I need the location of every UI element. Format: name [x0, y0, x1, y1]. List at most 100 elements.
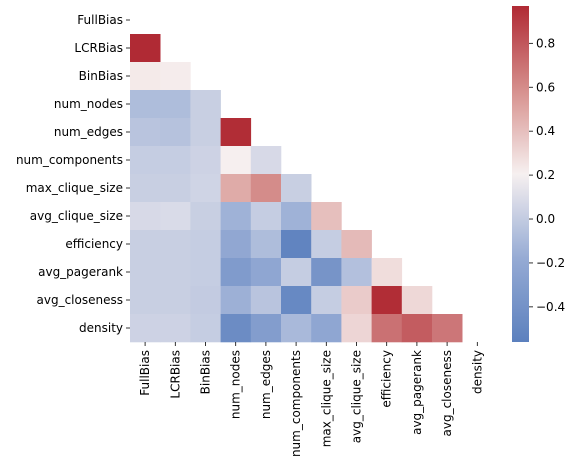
x-tick-label-num_nodes: num_nodes — [229, 350, 243, 419]
heatmap-cell-density-avg_clique_size — [341, 314, 372, 343]
heatmap-cell-max_clique_size-BinBias — [190, 174, 221, 203]
heatmap-cell-avg_closeness-efficiency — [371, 286, 403, 315]
heatmap-cell-avg_pagerank-efficiency — [371, 258, 403, 287]
heatmap-cell-efficiency-num_edges — [250, 230, 282, 259]
heatmap-cell-avg_closeness-BinBias — [190, 286, 221, 315]
colorbar-tick-label-6: 0.8 — [536, 36, 555, 50]
x-tick-label-num_edges: num_edges — [259, 350, 273, 419]
heatmap-cell-density-num_edges — [250, 314, 282, 343]
heatmap-cell-avg_closeness-avg_clique_size — [341, 286, 372, 315]
heatmap-cell-density-efficiency — [371, 314, 403, 343]
x-tick-label-num_components: num_components — [289, 350, 303, 457]
colorbar-tick-label-4: 0.4 — [536, 124, 555, 138]
colorbar: −0.4 −0.2 0.0 0.2 0.4 0.6 0.8 — [512, 6, 565, 342]
y-tick-label-BinBias: BinBias — [79, 69, 123, 83]
y-tick-label-density: density — [79, 321, 123, 335]
heatmap-cell-num_nodes-LCRBias — [160, 90, 191, 119]
y-tick-label-FullBias: FullBias — [77, 13, 123, 27]
heatmap-cell-avg_pagerank-BinBias — [190, 258, 221, 287]
y-tick-label-avg_closeness: avg_closeness — [37, 293, 123, 307]
heatmap-cells — [130, 34, 463, 343]
heatmap-cell-avg_clique_size-BinBias — [190, 202, 221, 231]
heatmap-cell-avg_clique_size-FullBias — [130, 202, 161, 231]
heatmap-cell-num_components-BinBias — [190, 146, 221, 175]
y-tick-label-max_clique_size: max_clique_size — [26, 181, 123, 195]
heatmap-cell-num_nodes-BinBias — [190, 90, 221, 119]
heatmap-cell-avg_clique_size-LCRBias — [160, 202, 191, 231]
x-tick-label-avg_clique_size: avg_clique_size — [350, 350, 364, 443]
heatmap-cell-avg_pagerank-num_components — [281, 258, 312, 287]
heatmap-cell-density-BinBias — [190, 314, 221, 343]
x-tick-label-density: density — [470, 350, 484, 394]
heatmap-cell-BinBias-LCRBias — [160, 62, 191, 91]
heatmap-cell-avg_closeness-avg_pagerank — [401, 286, 433, 315]
colorbar-tick-label-1: −0.2 — [536, 256, 565, 270]
heatmap-cell-density-num_nodes — [220, 314, 252, 343]
heatmap-cell-efficiency-LCRBias — [160, 230, 191, 259]
heatmap-cell-avg_pagerank-avg_clique_size — [341, 258, 372, 287]
x-tick-label-BinBias: BinBias — [199, 350, 213, 394]
colorbar-tick-label-0: −0.4 — [536, 300, 565, 314]
x-tick-label-max_clique_size: max_clique_size — [319, 350, 333, 447]
heatmap-cell-density-LCRBias — [160, 314, 191, 343]
heatmap-cell-avg_pagerank-LCRBias — [160, 258, 191, 287]
heatmap-cell-avg_closeness-max_clique_size — [311, 286, 342, 315]
heatmap-cell-num_components-num_nodes — [220, 146, 252, 175]
heatmap-cell-density-max_clique_size — [311, 314, 342, 343]
heatmap-cell-max_clique_size-LCRBias — [160, 174, 191, 203]
heatmap-cell-num_components-FullBias — [130, 146, 161, 175]
heatmap-cell-avg_pagerank-max_clique_size — [311, 258, 342, 287]
y-tick-label-avg_clique_size: avg_clique_size — [30, 209, 123, 223]
heatmap-cell-num_edges-BinBias — [190, 118, 221, 147]
heatmap-cell-efficiency-BinBias — [190, 230, 221, 259]
heatmap-cell-density-num_components — [281, 314, 312, 343]
heatmap-cell-avg_clique_size-num_components — [281, 202, 312, 231]
colorbar-tick-label-5: 0.6 — [536, 80, 555, 94]
heatmap-cell-avg_clique_size-max_clique_size — [311, 202, 342, 231]
heatmap-cell-num_edges-FullBias — [130, 118, 161, 147]
colorbar-gradient — [512, 6, 529, 342]
y-tick-label-LCRBias: LCRBias — [74, 41, 123, 55]
heatmap-cell-max_clique_size-num_nodes — [220, 174, 252, 203]
heatmap-cell-max_clique_size-num_components — [281, 174, 312, 203]
heatmap-cell-avg_pagerank-num_nodes — [220, 258, 252, 287]
y-tick-label-num_edges: num_edges — [54, 125, 123, 139]
heatmap-cell-density-avg_closeness — [432, 314, 463, 343]
heatmap-cell-num_components-num_edges — [250, 146, 282, 175]
heatmap-cell-avg_closeness-LCRBias — [160, 286, 191, 315]
x-tick-label-efficiency: efficiency — [380, 350, 394, 408]
heatmap-cell-avg_pagerank-FullBias — [130, 258, 161, 287]
heatmap-cell-avg_closeness-num_edges — [250, 286, 282, 315]
x-tick-label-avg_closeness: avg_closeness — [440, 350, 454, 436]
y-tick-labels: FullBias LCRBias BinBias num_nodes num_edges… — [16, 13, 130, 335]
heatmap-cell-avg_closeness-num_nodes — [220, 286, 252, 315]
heatmap-cell-efficiency-avg_clique_size — [341, 230, 372, 259]
heatmap-cell-num_edges-num_nodes — [220, 118, 252, 147]
heatmap-cell-num_nodes-FullBias — [130, 90, 161, 119]
heatmap-cell-density-FullBias — [130, 314, 161, 343]
y-tick-label-efficiency: efficiency — [65, 237, 123, 251]
heatmap-cell-num_components-LCRBias — [160, 146, 191, 175]
heatmap-cell-avg_pagerank-num_edges — [250, 258, 282, 287]
y-tick-label-avg_pagerank: avg_pagerank — [38, 265, 123, 279]
heatmap-cell-LCRBias-FullBias — [130, 34, 161, 63]
x-tick-labels: FullBias LCRBias BinBias num_nodes num_edges… — [138, 342, 484, 457]
heatmap-cell-density-avg_pagerank — [401, 314, 433, 343]
heatmap-cell-BinBias-FullBias — [130, 62, 161, 91]
heatmap-cell-avg_closeness-FullBias — [130, 286, 161, 315]
x-tick-label-LCRBias: LCRBias — [168, 350, 182, 399]
heatmap-cell-max_clique_size-FullBias — [130, 174, 161, 203]
heatmap-cell-avg_clique_size-num_nodes — [220, 202, 252, 231]
heatmap-cell-max_clique_size-num_edges — [250, 174, 282, 203]
x-tick-label-FullBias: FullBias — [138, 350, 152, 396]
heatmap-cell-avg_closeness-num_components — [281, 286, 312, 315]
colorbar-tick-label-3: 0.2 — [536, 168, 555, 182]
y-tick-label-num_nodes: num_nodes — [54, 97, 123, 111]
heatmap-cell-efficiency-num_nodes — [220, 230, 252, 259]
y-tick-label-num_components: num_components — [16, 153, 123, 167]
colorbar-tick-label-2: 0.0 — [536, 212, 555, 226]
heatmap-cell-efficiency-num_components — [281, 230, 312, 259]
heatmap-cell-efficiency-max_clique_size — [311, 230, 342, 259]
